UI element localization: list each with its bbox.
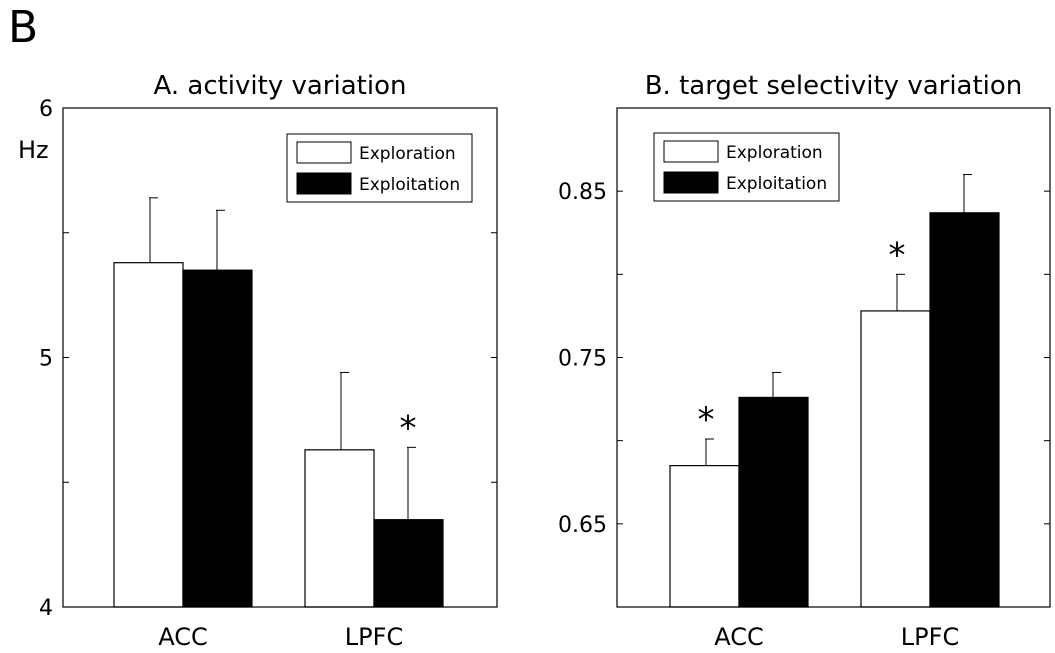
legend-swatch bbox=[663, 140, 719, 163]
y-tick-label: 4 bbox=[39, 596, 53, 621]
significance-star: * bbox=[889, 235, 906, 275]
significance-star: * bbox=[400, 408, 417, 448]
y-tick-label: 0.75 bbox=[558, 347, 607, 372]
y-tick-label: 6 bbox=[39, 97, 53, 122]
legend-swatch bbox=[663, 171, 719, 194]
y-tick-label: 0.85 bbox=[558, 180, 607, 205]
bar-acc-exploration bbox=[113, 262, 184, 608]
panel-label: B bbox=[8, 2, 39, 53]
chart-title: A. activity variation bbox=[154, 71, 407, 101]
bar-lpfc-exploration bbox=[860, 310, 931, 608]
plot-area-frame bbox=[62, 107, 498, 608]
x-tick-label: LPFC bbox=[901, 623, 959, 651]
legend-label: Exploration bbox=[359, 144, 456, 164]
legend-label: Exploitation bbox=[726, 174, 827, 194]
chart-1: A. activity variation 4 5 6 Hz * ACC LPFC Explor… bbox=[18, 71, 498, 651]
significance-star: * bbox=[698, 400, 715, 440]
legend-swatch bbox=[296, 141, 352, 164]
bar-acc-exploitation bbox=[182, 269, 253, 608]
x-tick-label: ACC bbox=[158, 623, 208, 651]
bar-lpfc-exploitation bbox=[929, 212, 1000, 608]
chart-title: B. target selectivity variation bbox=[645, 71, 1023, 101]
y-axis-label: Hz bbox=[18, 136, 49, 164]
legend-label: Exploration bbox=[726, 143, 823, 163]
y-tick-label: 5 bbox=[39, 347, 53, 372]
bar-acc-exploitation bbox=[738, 396, 809, 608]
bar-acc-exploration bbox=[669, 465, 740, 608]
x-tick-label: ACC bbox=[714, 623, 764, 651]
legend-label: Exploitation bbox=[359, 175, 460, 195]
legend-swatch bbox=[296, 172, 352, 195]
y-tick-label: 0.65 bbox=[558, 513, 607, 538]
bar-lpfc-exploration bbox=[304, 449, 375, 608]
chart-2: B. target selectivity variation 0.65 0.75 0… bbox=[558, 71, 1051, 651]
legend: Exploration Exploitation bbox=[286, 133, 473, 203]
x-tick-label: LPFC bbox=[345, 623, 403, 651]
legend: Exploration Exploitation bbox=[653, 132, 840, 202]
bar-lpfc-exploitation bbox=[373, 519, 444, 608]
plot-area-frame bbox=[616, 107, 1051, 608]
